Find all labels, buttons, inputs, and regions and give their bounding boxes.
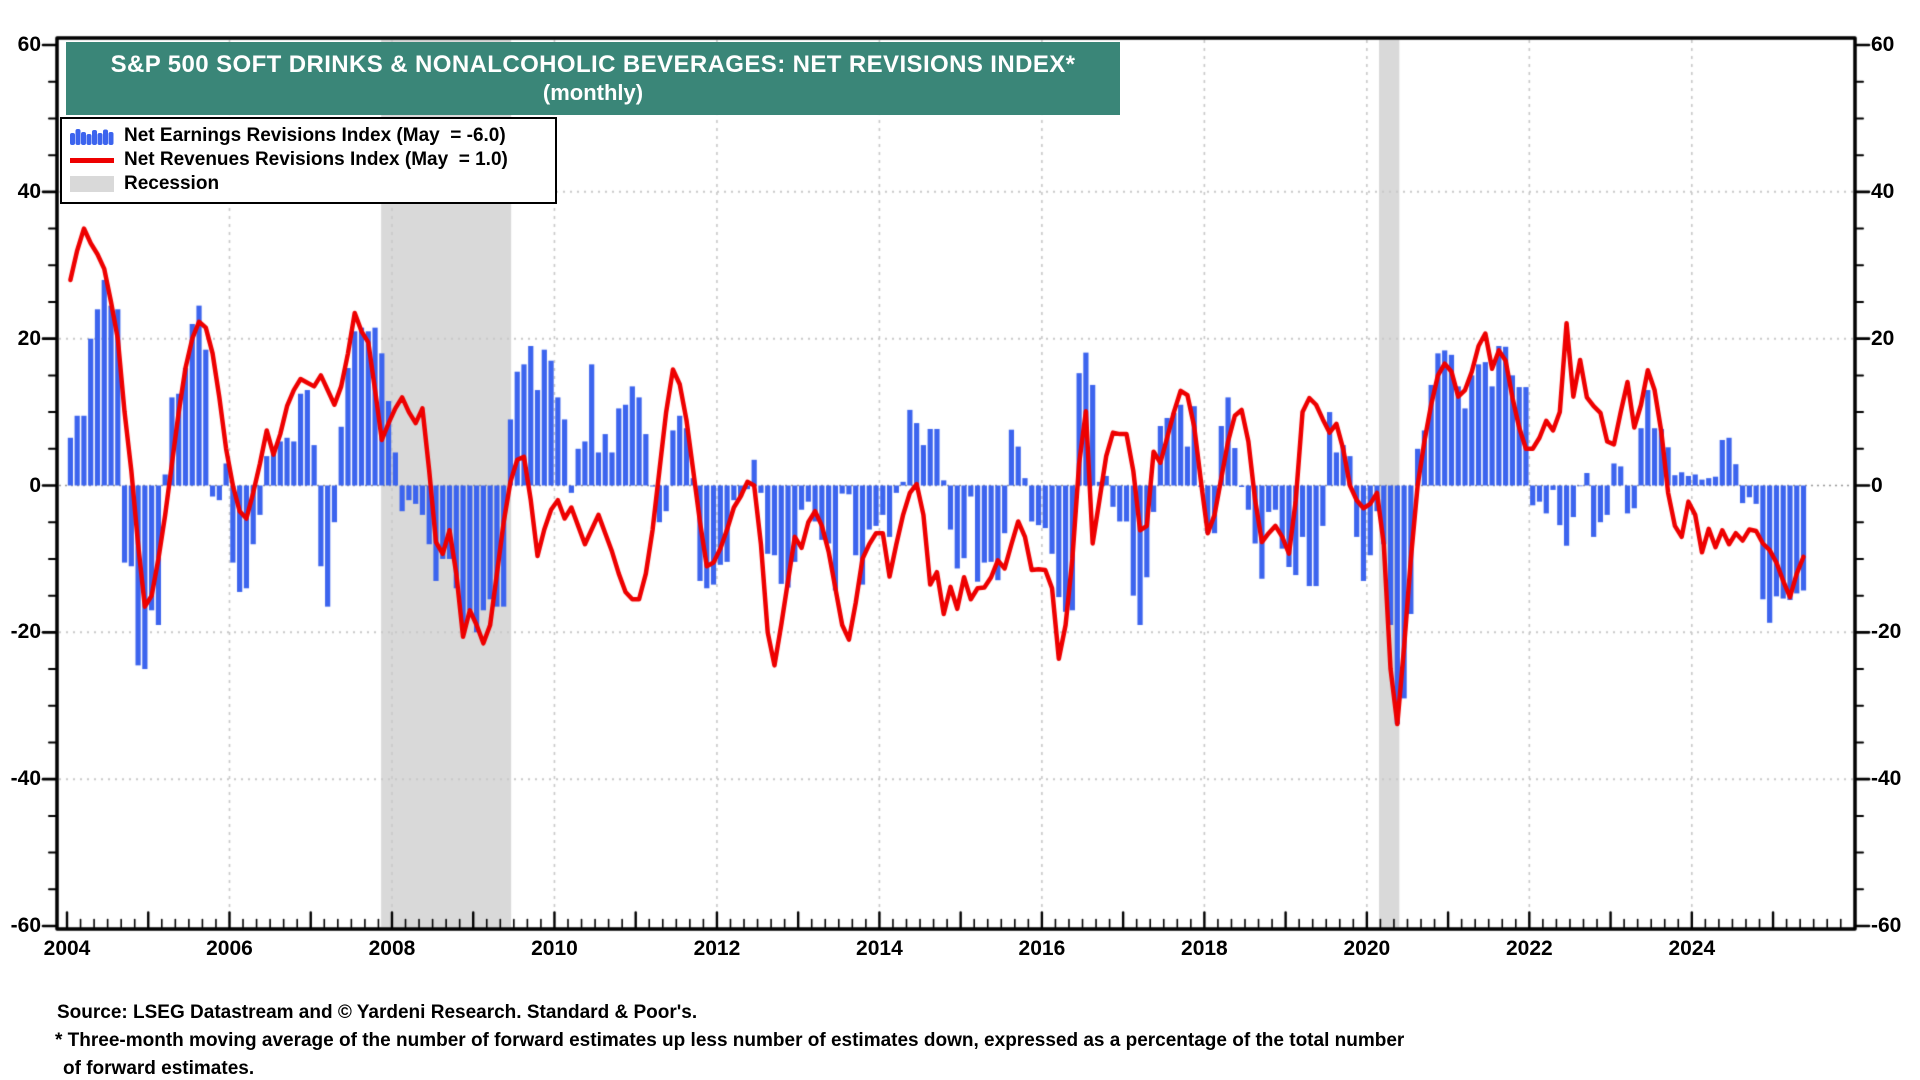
y-tick-label-left: 40 [17,179,41,203]
legend-item-recession: Recession [70,172,545,196]
y-tick-label-right: -40 [1871,767,1902,791]
legend-item-earnings: Net Earnings Revisions Index (May = -6.0… [70,124,545,148]
y-tick-label-left: -60 [10,914,41,937]
y-tick-label-left: 60 [17,33,41,56]
y-tick-label-left: 20 [17,326,41,350]
x-tick-label: 2012 [693,937,741,960]
x-tick-label: 2006 [206,937,253,960]
y-tick-label-right: -60 [1871,914,1902,937]
x-tick-label: 2018 [1181,937,1228,960]
y-tick-label-right: 20 [1871,326,1895,350]
legend-label-recession: Recession [124,173,220,194]
y-tick-label-right: 60 [1871,33,1895,56]
footnote-line-2: of forward estimates. [63,1058,255,1079]
chart-subtitle: (monthly) [542,80,644,106]
chart-title: S&P 500 SOFT DRINKS & NONALCOHOLIC BEVER… [110,51,1076,79]
title-banner: S&P 500 SOFT DRINKS & NONALCOHOLIC BEVER… [66,42,1120,115]
source-note: Source: LSEG Datastream and © Yardeni Re… [57,1002,698,1023]
x-tick-label: 2014 [856,937,903,960]
x-tick-label: 2008 [368,937,416,960]
legend-label-earnings: Net Earnings Revisions Index (May = -6.0… [124,125,506,146]
red-line-icon [70,157,116,163]
x-tick-label: 2020 [1343,937,1391,960]
x-tick-label: 2004 [43,937,91,960]
x-tick-label: 2022 [1505,937,1553,960]
legend-label-revenues: Net Revenues Revisions Index (May = 1.0) [124,149,508,170]
recession-swatch-icon [70,176,116,192]
y-tick-label-right: -20 [1871,620,1902,644]
y-tick-label-left: -40 [10,767,41,791]
x-tick-label: 2024 [1668,937,1716,960]
y-tick-label-right: 40 [1871,179,1895,203]
x-tick-label: 2010 [531,937,578,960]
footnote-line-1: * Three-month moving average of the numb… [55,1030,1405,1051]
y-tick-label-right: 0 [1871,473,1883,497]
legend: Net Earnings Revisions Index (May = -6.0… [60,117,557,204]
blue-bars-icon [70,127,116,145]
y-tick-label-left: -20 [10,620,41,644]
x-tick-label: 2016 [1018,937,1066,960]
y-tick-label-left: 0 [29,473,41,497]
legend-item-revenues: Net Revenues Revisions Index (May = 1.0) [70,148,545,172]
